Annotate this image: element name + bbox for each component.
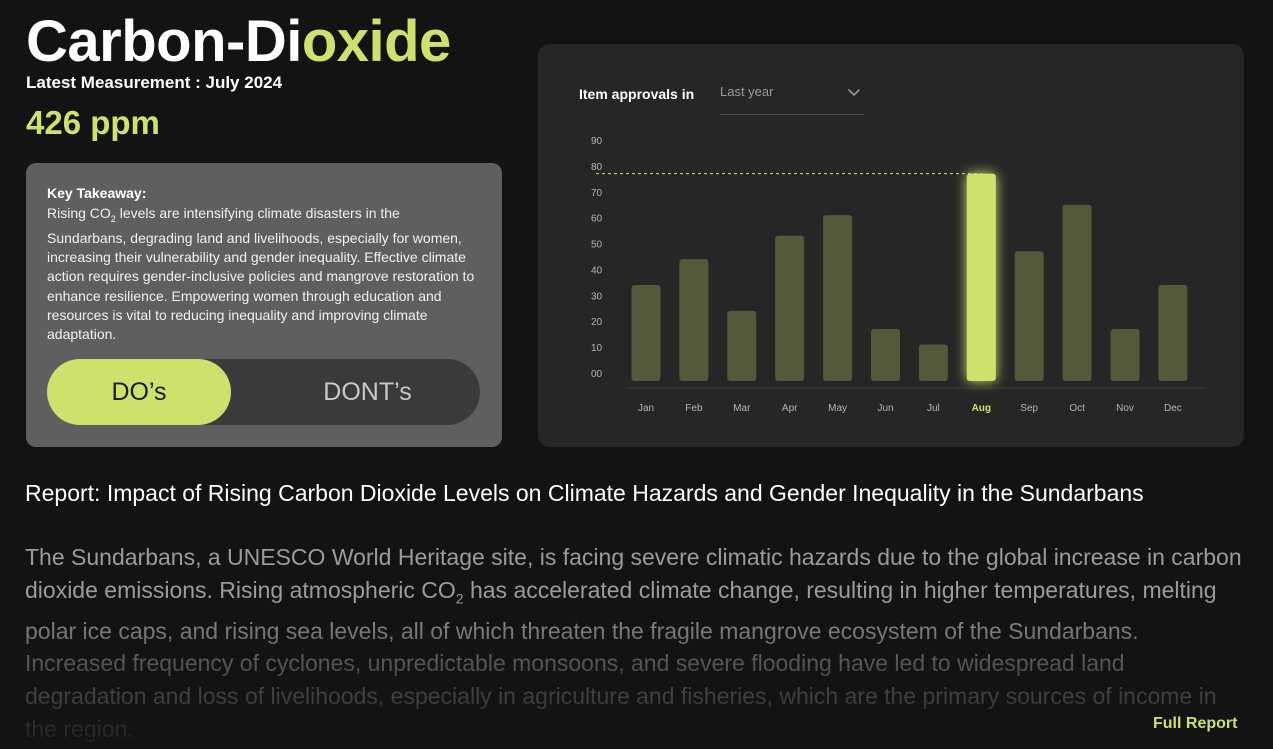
report-text-start: The Sundarbans, a UNESCO World Heritage … <box>25 544 1242 603</box>
bar-sep <box>1014 251 1044 381</box>
full-report-link[interactable]: Full Report <box>1153 715 1238 732</box>
latest-measurement-label: Latest Measurement : July 2024 <box>26 73 283 92</box>
bar-apr <box>775 235 805 381</box>
y-tick-label: 30 <box>591 291 603 302</box>
ppm-value: 426 ppm <box>26 104 160 141</box>
chevron-down-icon[interactable] <box>846 84 862 100</box>
donts-toggle-option[interactable]: DONT’s <box>323 377 412 406</box>
y-tick-label: 00 <box>591 369 603 380</box>
bar-dec <box>1158 284 1188 381</box>
report-title: Report: Impact of Rising Carbon Dioxide … <box>25 480 1144 506</box>
x-tick-label-oct: Oct <box>1069 403 1085 414</box>
title-main: Carbon-Di <box>26 9 302 74</box>
x-tick-label-dec: Dec <box>1164 403 1182 414</box>
bar-oct <box>1062 204 1092 381</box>
bar-feb <box>679 259 709 381</box>
y-tick-label: 80 <box>591 162 603 173</box>
period-dropdown-value: Last year <box>720 84 774 99</box>
x-tick-label-sep: Sep <box>1020 403 1038 414</box>
y-tick-label: 70 <box>591 188 603 199</box>
bar-jun <box>871 328 900 381</box>
page-title: Carbon-Dioxide <box>26 8 451 76</box>
bar-chart: 00 10 20 30 40 50 60 70 80 90 Jan Feb Mar Apr May Jun Ju… <box>591 136 1206 414</box>
y-tick-label: 40 <box>591 265 603 276</box>
x-tick-label-nov: Nov <box>1116 403 1134 414</box>
x-tick-label-apr: Apr <box>782 403 798 414</box>
x-tick-label-aug: Aug <box>972 403 991 414</box>
dos-donts-toggle[interactable]: DO’s DONT’s <box>47 359 480 425</box>
report-body: The Sundarbans, a UNESCO World Heritage … <box>25 541 1245 745</box>
bar-jan <box>631 284 661 381</box>
dos-toggle-option[interactable]: DO’s <box>47 359 231 425</box>
x-tick-label-mar: Mar <box>733 403 751 414</box>
takeaway-text-end: levels are intensifying climate disaster… <box>47 205 475 343</box>
bar-aug <box>966 173 996 381</box>
takeaway-text-start: Rising CO <box>47 205 111 221</box>
y-tick-label: 50 <box>591 240 603 251</box>
takeaway-subscript: 2 <box>110 213 116 224</box>
chart-title: Item approvals in <box>579 86 695 102</box>
x-tick-label-may: May <box>828 403 847 414</box>
bar-nov <box>1110 328 1140 381</box>
x-tick-label-feb: Feb <box>685 403 703 414</box>
y-tick-label: 20 <box>591 317 603 328</box>
takeaway-body: Rising CO2 levels are intensifying clima… <box>47 204 477 344</box>
report-subscript: 2 <box>455 590 464 607</box>
x-tick-label-jan: Jan <box>638 403 654 414</box>
x-tick-label-jun: Jun <box>877 403 893 414</box>
bar-jul <box>918 344 948 381</box>
y-tick-label: 10 <box>591 343 603 354</box>
takeaway-heading: Key Takeaway: <box>47 185 147 201</box>
bar-may <box>823 215 853 381</box>
title-accent: oxide <box>301 9 452 74</box>
x-tick-label-jul: Jul <box>927 403 940 414</box>
y-tick-label: 60 <box>591 214 603 225</box>
bar-mar <box>727 310 757 381</box>
takeaway-card: Key Takeaway: Rising CO2 levels are inte… <box>26 163 502 447</box>
chart-panel: Item approvals in Last year 00 10 20 30 40 50… <box>538 44 1244 447</box>
y-tick-label: 90 <box>591 136 603 147</box>
period-dropdown[interactable]: Last year <box>720 82 864 115</box>
